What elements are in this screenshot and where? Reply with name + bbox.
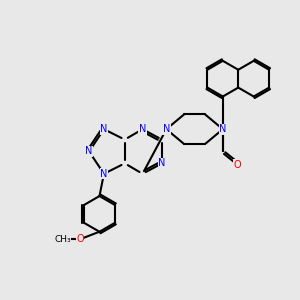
Text: N: N	[100, 124, 108, 134]
Text: N: N	[100, 169, 108, 179]
Text: N: N	[158, 158, 166, 168]
Text: N: N	[163, 124, 170, 134]
Text: CH₃: CH₃	[54, 235, 70, 244]
Text: O: O	[234, 160, 242, 170]
Text: O: O	[76, 234, 84, 244]
Text: N: N	[219, 124, 226, 134]
Text: N: N	[100, 169, 108, 179]
Text: N: N	[85, 146, 93, 157]
Text: N: N	[100, 124, 108, 134]
Text: O: O	[76, 234, 84, 244]
Text: O: O	[234, 160, 242, 170]
Text: N: N	[139, 124, 146, 134]
Text: N: N	[163, 124, 170, 134]
Text: N: N	[158, 158, 166, 168]
Text: N: N	[85, 146, 93, 157]
Text: CH₃: CH₃	[54, 235, 70, 244]
Text: N: N	[139, 124, 146, 134]
Text: N: N	[219, 124, 226, 134]
